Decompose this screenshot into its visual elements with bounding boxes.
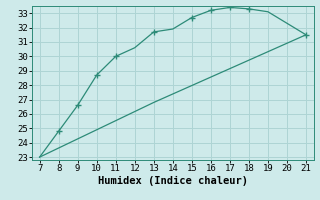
X-axis label: Humidex (Indice chaleur): Humidex (Indice chaleur) — [98, 176, 248, 186]
